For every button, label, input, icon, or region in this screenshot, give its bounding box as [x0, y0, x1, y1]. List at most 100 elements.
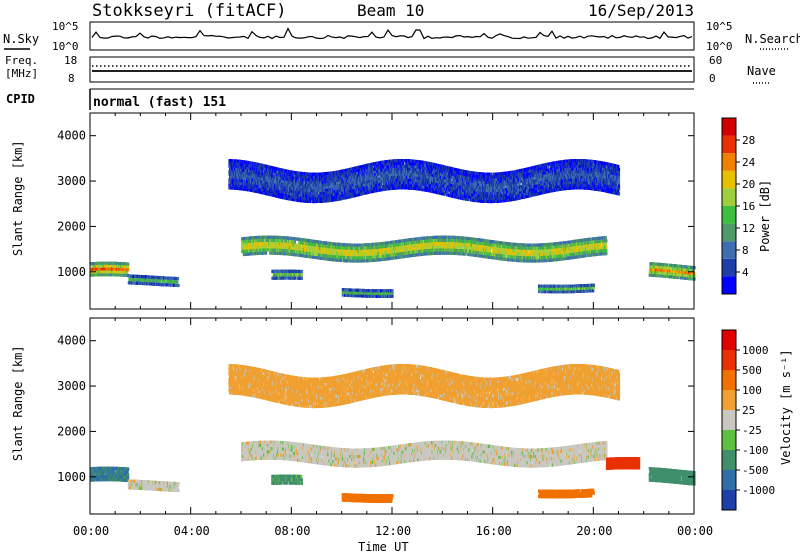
heatmap-cell — [381, 248, 385, 252]
heatmap-cell — [295, 250, 298, 254]
heatmap-cell — [405, 238, 408, 242]
heatmap-cell — [110, 273, 113, 277]
heatmap-cell — [488, 246, 491, 250]
heatmap-cell — [359, 259, 362, 263]
heatmap-cell — [320, 240, 323, 244]
heatmap-cell — [419, 243, 422, 247]
heatmap-cell — [321, 256, 324, 260]
heatmap-cell — [370, 255, 373, 259]
heatmap-cell — [492, 246, 495, 250]
heatmap-cell — [505, 241, 508, 246]
heatmap-cell — [286, 252, 290, 256]
heatmap-cell — [583, 254, 587, 258]
heatmap-cell — [345, 243, 348, 247]
heatmap-cell — [299, 253, 302, 257]
heatmap-cell — [677, 275, 680, 280]
heatmap-cell — [497, 240, 500, 245]
heatmap-cell — [352, 256, 355, 260]
heatmap-cell — [250, 245, 253, 250]
heatmap-cell — [262, 245, 265, 249]
heatmap-cell — [377, 258, 380, 262]
heatmap-cell — [177, 283, 180, 288]
heatmap-cell — [131, 281, 134, 285]
heatmap-cell — [244, 243, 247, 247]
heatmap-cell — [273, 248, 276, 252]
heatmap-cell — [565, 241, 568, 245]
heatmap-cell — [356, 249, 359, 254]
heatmap-cell — [123, 267, 126, 272]
heatmap-cell — [339, 255, 342, 259]
heatmap-cell — [425, 249, 428, 253]
heatmap-cell — [424, 249, 427, 253]
heatmap-cell — [432, 235, 436, 240]
heatmap-cell — [478, 241, 481, 245]
heatmap-cell — [273, 273, 276, 277]
heatmap-cell — [515, 249, 518, 253]
heatmap-cell — [324, 257, 327, 261]
heatmap-cell — [176, 280, 179, 284]
heatmap-cell — [263, 251, 266, 255]
noise-series-line — [91, 27, 693, 40]
heatmap-cell — [399, 252, 402, 256]
heatmap-cell — [395, 240, 398, 244]
heatmap-cell — [274, 251, 277, 255]
heatmap-cell — [494, 256, 497, 260]
heatmap-cell — [383, 241, 386, 245]
heatmap-cell — [605, 245, 608, 249]
heatmap-cell — [266, 242, 269, 246]
heatmap-cell — [458, 239, 461, 243]
heatmap-cell — [251, 239, 254, 243]
heatmap-cell — [467, 237, 470, 241]
heatmap-cell — [313, 239, 316, 243]
heatmap-cell — [322, 244, 325, 248]
heatmap-cell — [337, 249, 341, 253]
nave-tick-top: 60 — [709, 54, 722, 67]
heatmap-cell — [512, 258, 515, 262]
heatmap-cell — [536, 256, 539, 260]
heatmap-cell — [516, 249, 519, 253]
heatmap-cell — [466, 243, 469, 247]
heatmap-cell — [254, 242, 257, 246]
heatmap-cell — [308, 245, 312, 249]
heatmap-cell — [434, 242, 437, 246]
heatmap-cell — [425, 239, 428, 243]
heatmap-cell — [398, 242, 402, 246]
heatmap-cell — [493, 253, 497, 257]
site-title: Stokkseyri (fitACF) — [92, 1, 286, 21]
heatmap-cell — [253, 252, 256, 256]
heatmap-cell — [437, 238, 441, 243]
nave-label: Nave — [747, 64, 776, 78]
heatmap-cell — [445, 245, 448, 249]
heatmap-cell — [520, 249, 523, 253]
heatmap-cell — [328, 254, 331, 258]
heatmap-cell — [459, 236, 462, 240]
heatmap-cell — [434, 248, 437, 252]
heatmap-cell — [473, 237, 476, 241]
heatmap-cell — [500, 254, 503, 258]
heatmap-cell — [319, 240, 322, 244]
heatmap-cell — [298, 244, 302, 248]
heatmap-cell — [321, 241, 324, 245]
heatmap-cell — [400, 245, 403, 249]
heatmap-cell — [454, 248, 458, 252]
heatmap-cell — [555, 290, 558, 294]
heatmap-cell — [388, 241, 391, 245]
heatmap-cell — [514, 249, 517, 253]
heatmap-cell — [342, 252, 345, 256]
heatmap-cell — [254, 239, 257, 243]
heatmap-cell — [456, 242, 459, 246]
heatmap-cell — [444, 248, 448, 252]
heatmap-cell — [349, 253, 352, 257]
beam-label: Beam 10 — [357, 1, 424, 20]
heatmap-cell — [450, 245, 453, 249]
heatmap-cell — [281, 239, 284, 243]
heatmap-cell — [455, 239, 458, 243]
freq-label: Freq. — [5, 54, 38, 67]
heatmap-cell — [314, 255, 317, 259]
heatmap-cell — [251, 245, 254, 249]
heatmap-cell — [520, 252, 523, 256]
heatmap-cell — [288, 246, 291, 250]
cpid-mode-text: normal (fast) 151 — [93, 95, 226, 110]
heatmap-cell — [276, 235, 280, 239]
heatmap-cell — [262, 238, 265, 242]
